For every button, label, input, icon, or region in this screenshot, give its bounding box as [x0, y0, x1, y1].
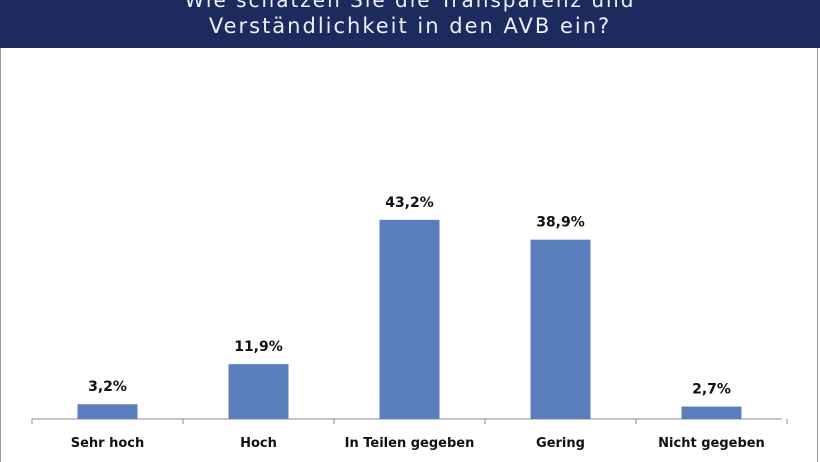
data-label: 2,7% — [692, 382, 731, 398]
x-tick-label: Nicht gegeben — [658, 436, 765, 451]
bar — [681, 406, 742, 419]
data-label: 38,9% — [536, 215, 585, 231]
x-tick-label: In Teilen gegeben — [345, 436, 475, 451]
data-label: 43,2% — [385, 195, 434, 211]
data-label: 3,2% — [88, 379, 127, 395]
bar — [77, 404, 138, 419]
data-label: 11,9% — [234, 339, 283, 355]
bar — [228, 364, 289, 419]
bar — [379, 219, 440, 419]
bar — [530, 239, 591, 419]
x-tick-label: Sehr hoch — [71, 436, 145, 451]
chart-title-line-2: Verständlichkeit in den AVB ein? — [208, 14, 612, 38]
chart-header: Wie schätzen Sie die Transparenz und Ver… — [0, 0, 820, 48]
x-tick-label: Gering — [536, 436, 585, 451]
x-tick-label: Hoch — [240, 436, 277, 451]
chart-title-line-1: Wie schätzen Sie die Transparenz und — [184, 0, 636, 12]
